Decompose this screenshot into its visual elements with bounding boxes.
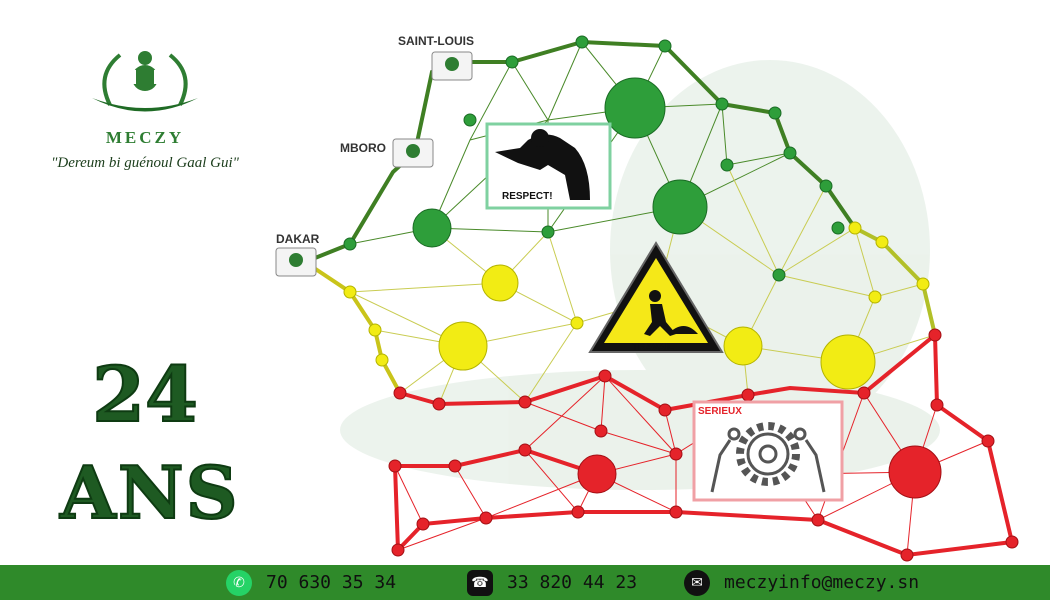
panel-travail xyxy=(588,241,724,353)
border-green xyxy=(304,39,857,264)
red-nodes xyxy=(388,328,1019,562)
border-yellow-east xyxy=(854,226,937,336)
city-label-mboro: MBORO xyxy=(340,141,386,155)
footer-phone[interactable]: ☎ 33 820 44 23 xyxy=(467,565,637,600)
phone-number: 33 820 44 23 xyxy=(507,572,638,593)
footer-whatsapp[interactable]: ✆ 70 630 35 34 xyxy=(226,565,396,600)
city-badge-mboro xyxy=(392,138,434,168)
whatsapp-icon: ✆ xyxy=(226,569,252,596)
city-label-saint-louis: SAINT-LOUIS xyxy=(398,34,474,48)
panel-serieux xyxy=(692,400,844,502)
whatsapp-number: 70 630 35 34 xyxy=(266,572,397,593)
brand-name: MECZY xyxy=(105,128,185,147)
footer-email[interactable]: ✉ meczyinfo@meczy.sn xyxy=(684,565,919,600)
green-nodes xyxy=(343,35,845,282)
mail-icon: ✉ xyxy=(684,569,710,596)
panel-serieux-label: SERIEUX xyxy=(698,406,742,417)
city-badge-saint-louis xyxy=(431,51,473,81)
phone-icon: ☎ xyxy=(467,569,493,596)
email-address: meczyinfo@meczy.sn xyxy=(724,572,920,593)
panel-respect xyxy=(485,122,612,210)
panel-respect-label: RESPECT! xyxy=(502,191,553,202)
city-label-dakar: DAKAR xyxy=(276,232,320,246)
brand-slogan: "Dereum bi guénoul Gaal Gui" xyxy=(51,155,239,171)
panel-travail-label: TRAVAIL xyxy=(632,342,674,353)
meczy-logo xyxy=(92,51,198,112)
city-badge-dakar xyxy=(275,247,317,277)
anniversary-unit: ANS xyxy=(59,449,240,536)
yellow-nodes xyxy=(343,221,930,390)
contact-footer: ✆ 70 630 35 34 ☎ 33 820 44 23 ✉ meczyinf… xyxy=(0,565,1050,600)
border-yellow xyxy=(303,260,402,394)
anniversary-number: 24 xyxy=(91,349,199,440)
